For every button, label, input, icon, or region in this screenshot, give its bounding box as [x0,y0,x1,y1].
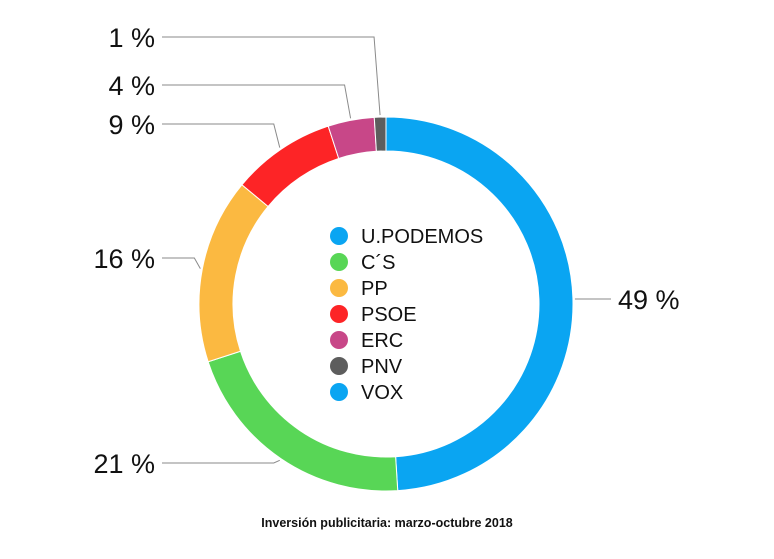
chart-caption: Inversión publicitaria: marzo-octubre 20… [261,516,513,530]
legend-item-pnv: PNV [330,356,403,378]
donut-slices [198,116,574,492]
legend-item-c-s: C´S [330,252,395,274]
data-label-pp: 16 % [93,244,155,274]
percentage-labels: 49 % 21 % 16 % 9 % 4 % 1 % [93,23,679,479]
slice-pp [198,184,269,363]
leader-line-psoe [162,123,281,148]
legend-label-u-podemos: U.PODEMOS [361,226,483,248]
slice-u-podemos [385,116,574,492]
legend-item-vox: VOX [330,382,403,404]
data-label-c-s: 21 % [93,449,155,479]
legend-swatch-psoe [330,305,348,323]
slice-psoe [241,125,340,208]
slice-pnv [373,116,387,152]
legend-swatch-erc [330,331,348,349]
data-label-u-podemos: 49 % [618,285,680,315]
data-label-erc: 4 % [108,71,155,101]
legend-swatch-u-podemos [330,227,348,245]
legend-swatch-pp [330,279,348,297]
leader-line-pnv [162,36,381,116]
data-label-pnv: 1 % [108,23,155,53]
label-leader-lines [162,36,611,464]
chart-legend: U.PODEMOS C´S PP PSOE ERC PNV VOX [330,226,483,404]
data-label-psoe: 9 % [108,110,155,140]
legend-swatch-pnv [330,357,348,375]
legend-item-pp: PP [330,278,388,300]
legend-label-c-s: C´S [361,252,395,274]
legend-label-pp: PP [361,278,388,300]
legend-label-erc: ERC [361,330,403,352]
legend-label-pnv: PNV [361,356,403,378]
legend-item-erc: ERC [330,330,403,352]
legend-item-u-podemos: U.PODEMOS [330,226,483,248]
leader-line-pp [162,257,201,269]
leader-line-c-s [162,459,280,464]
leader-line-erc [162,84,352,119]
legend-swatch-c-s [330,253,348,271]
legend-swatch-vox [330,383,348,401]
legend-item-psoe: PSOE [330,304,417,326]
legend-label-psoe: PSOE [361,304,417,326]
legend-label-vox: VOX [361,382,403,404]
